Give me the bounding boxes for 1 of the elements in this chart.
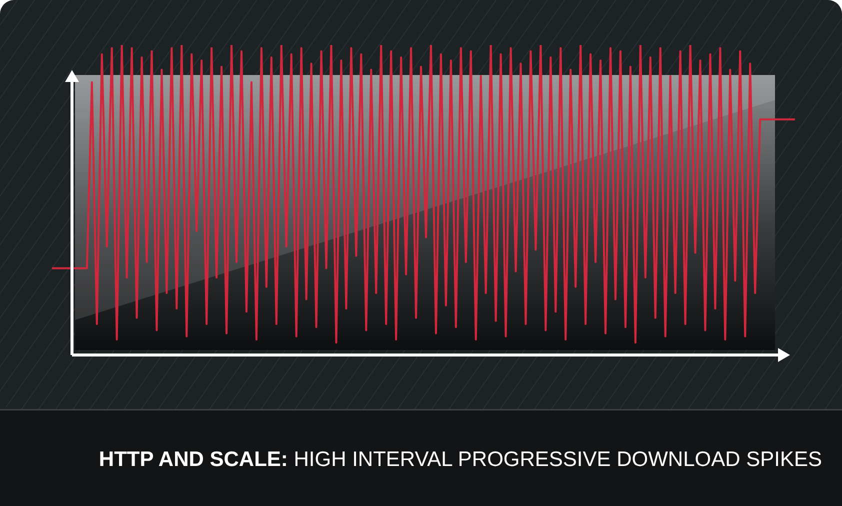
text: HTTP AND SCALE: HIGH INTERVAL PROGRESSIVE DOWNLOAD SPIKES [98,448,822,471]
